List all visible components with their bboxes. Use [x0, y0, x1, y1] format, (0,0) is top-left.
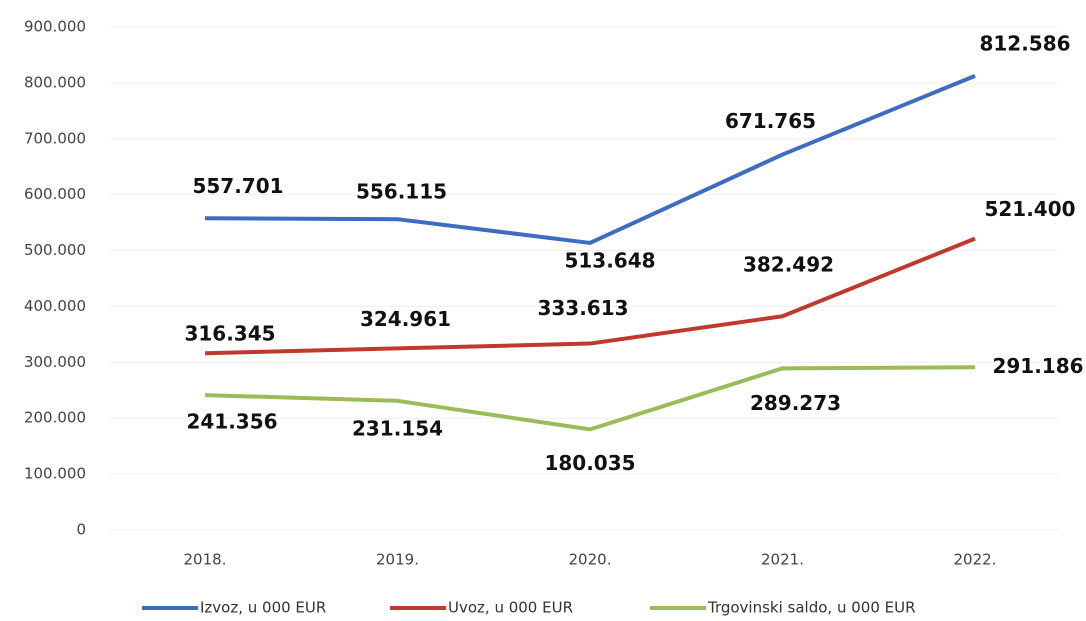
legend-label: Trgovinski saldo, u 000 EUR [707, 599, 916, 617]
x-tick-label: 2019. [376, 551, 419, 569]
data-label: 333.613 [537, 296, 628, 320]
series-line [204, 236, 976, 356]
legend-label: Izvoz, u 000 EUR [200, 599, 326, 617]
data-label: 291.186 [992, 354, 1083, 378]
y-tick-label: 900.000 [24, 18, 86, 36]
x-tick-label: 2021. [761, 551, 804, 569]
data-label: 324.961 [360, 307, 451, 331]
y-tick-label: 200.000 [24, 409, 86, 427]
data-label: 521.400 [984, 197, 1075, 221]
series-line [204, 365, 976, 432]
y-tick-label: 100.000 [24, 465, 86, 483]
legend-label: Uvoz, u 000 EUR [448, 599, 573, 617]
y-tick-label: 0 [76, 521, 86, 539]
data-label: 556.115 [356, 180, 447, 204]
data-label: 557.701 [192, 174, 283, 198]
x-tick-label: 2018. [184, 551, 227, 569]
data-label: 812.586 [979, 31, 1070, 55]
data-label: 241.356 [186, 410, 277, 434]
x-tick-label: 2020. [569, 551, 612, 569]
data-label: 513.648 [564, 248, 655, 272]
y-tick-label: 300.000 [24, 353, 86, 371]
data-label: 382.492 [743, 253, 834, 277]
data-label: 289.273 [750, 391, 841, 415]
y-tick-label: 500.000 [24, 241, 86, 259]
data-label: 671.765 [725, 109, 816, 133]
data-label: 231.154 [352, 416, 443, 440]
series-line [204, 74, 976, 245]
y-tick-label: 700.000 [24, 129, 86, 147]
x-tick-label: 2022. [954, 551, 997, 569]
y-tick-label: 800.000 [24, 73, 86, 91]
y-tick-label: 600.000 [24, 185, 86, 203]
y-tick-label: 400.000 [24, 297, 86, 315]
data-label: 316.345 [184, 322, 275, 346]
data-label: 180.035 [544, 451, 635, 475]
